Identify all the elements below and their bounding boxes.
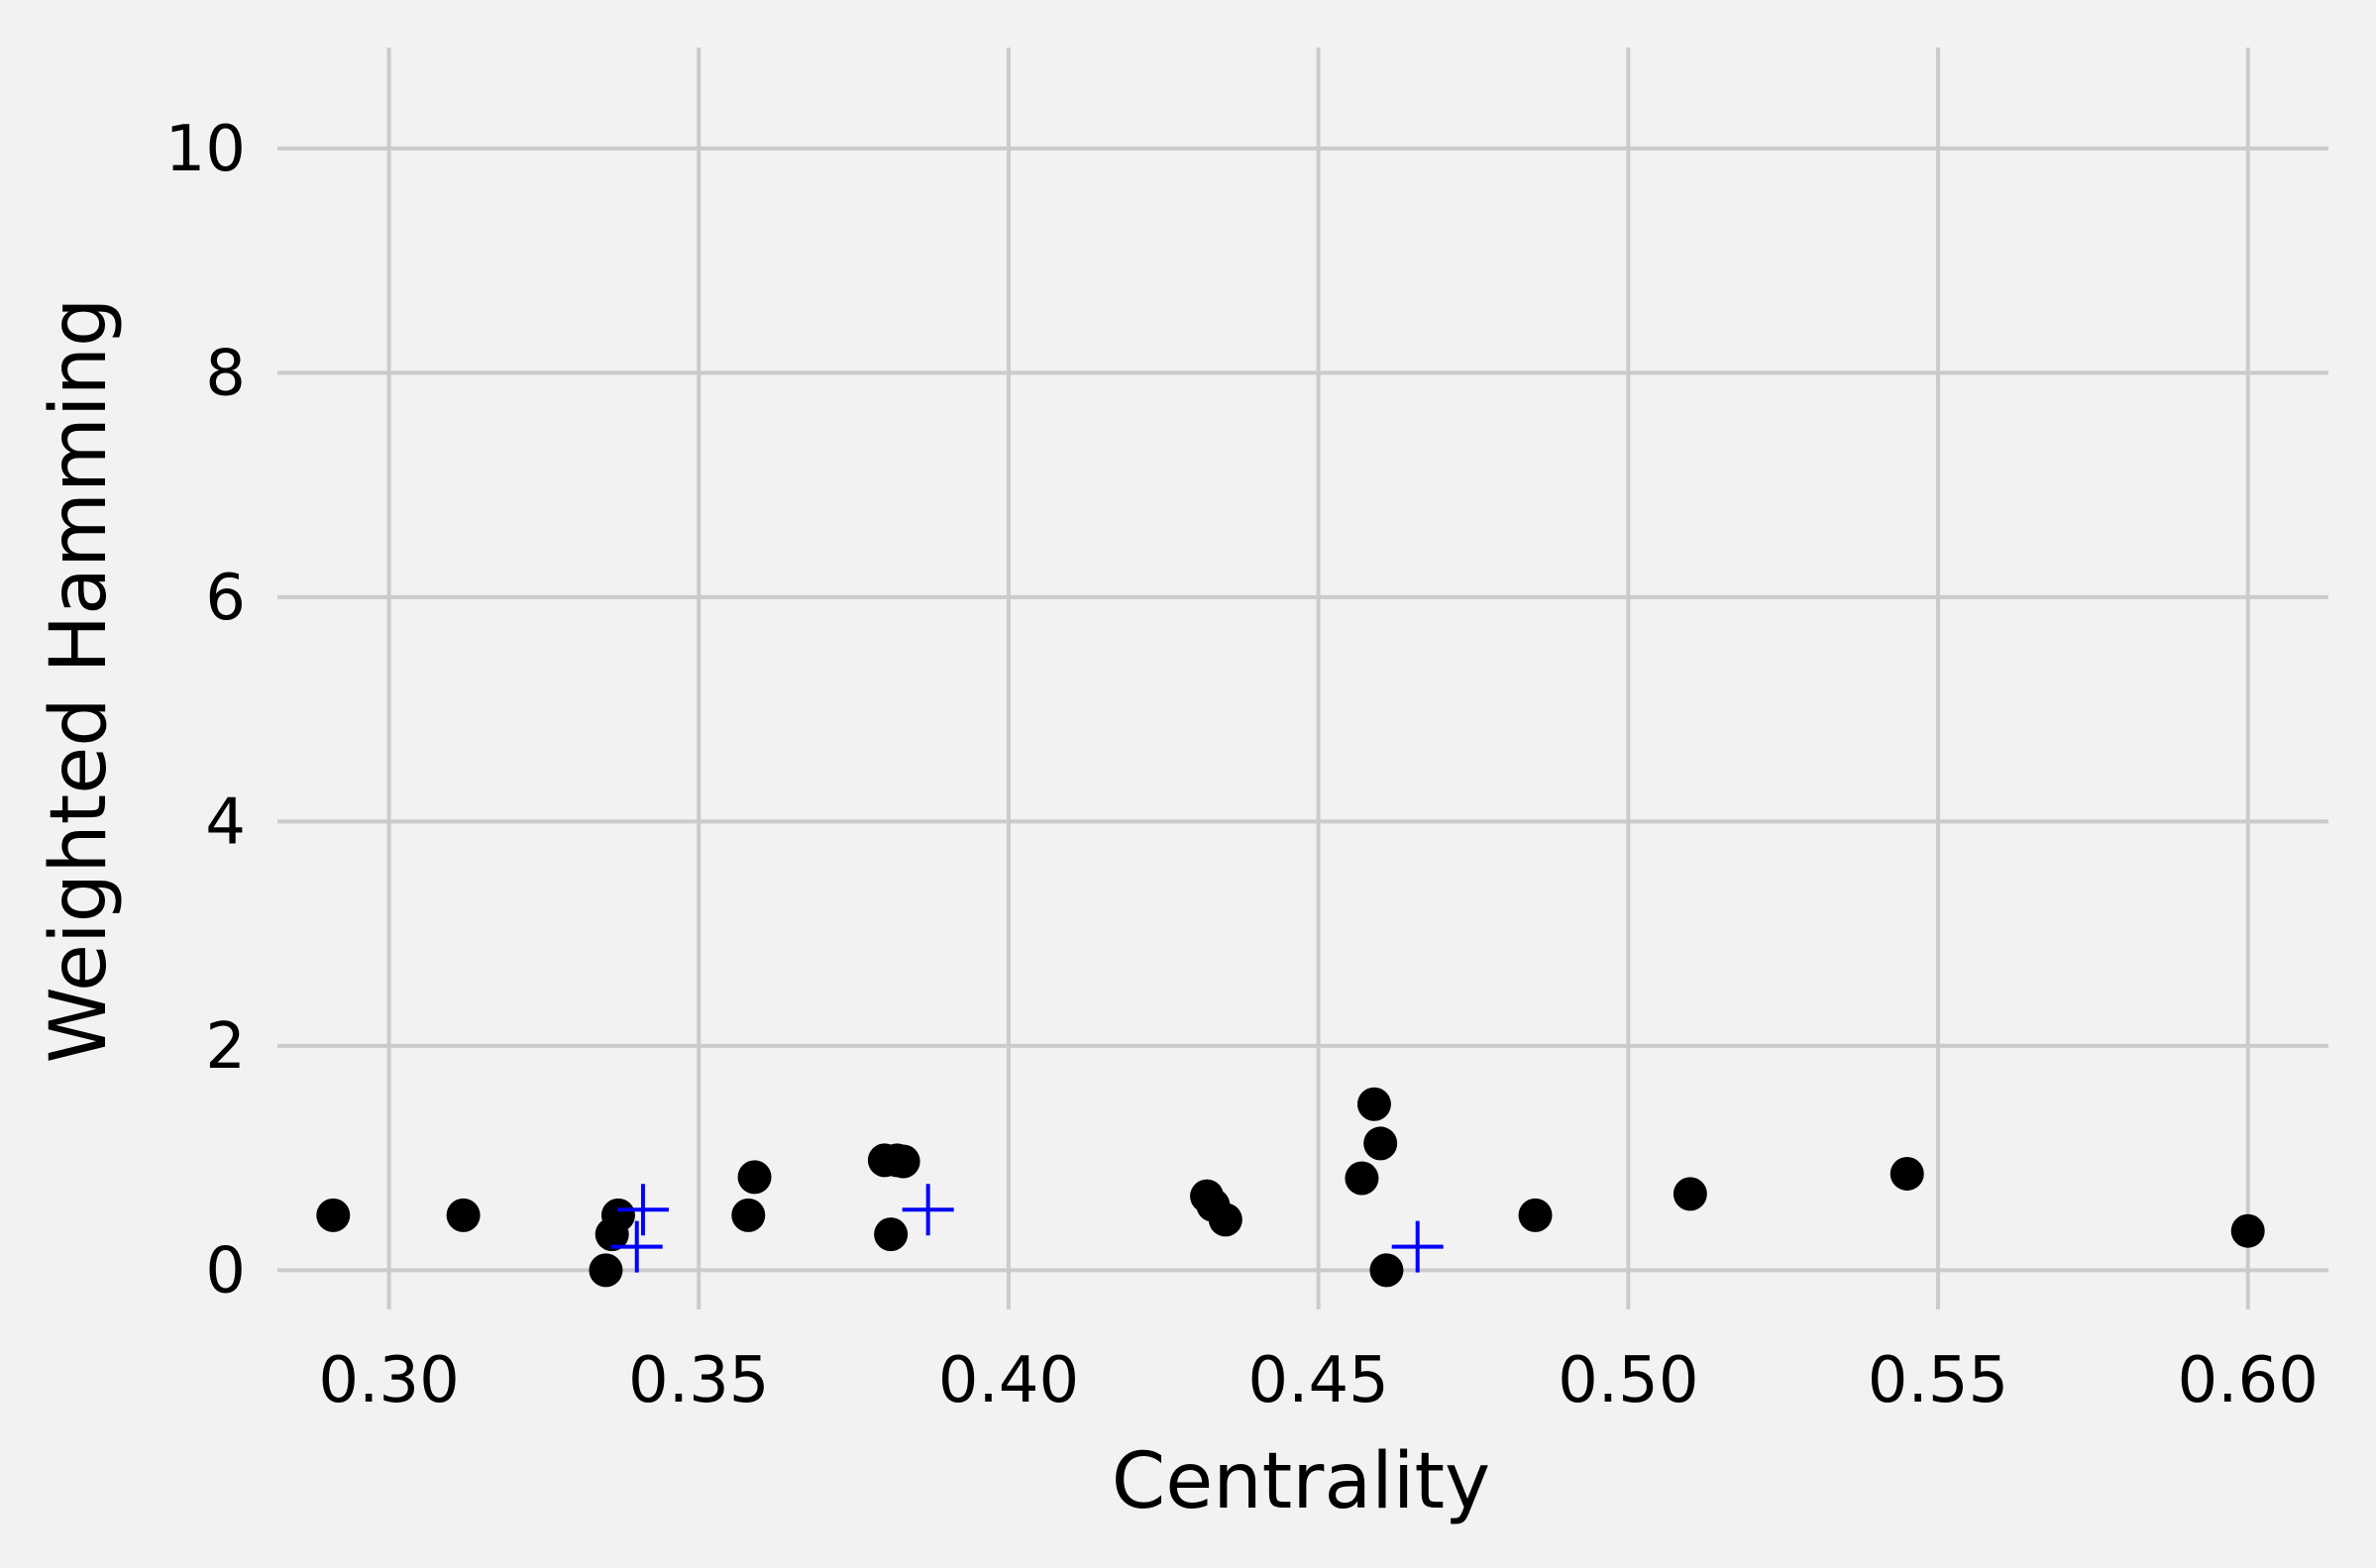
scatter-point-plus: [610, 1220, 663, 1273]
x-tick-labels: 0.30 0.35 0.40 0.45 0.50 0.55 0.60: [318, 1344, 2319, 1417]
scatter-point-circle: [316, 1198, 351, 1232]
scatter-point-plus: [902, 1184, 954, 1236]
scatter-point-plus: [616, 1184, 669, 1236]
scatter-point-circle: [737, 1160, 772, 1195]
x-tick-label: 0.35: [628, 1344, 770, 1417]
y-axis-label: Weighted Hamming: [35, 297, 124, 1063]
scatter-point-circle: [886, 1144, 920, 1179]
data-points: [316, 1087, 2265, 1288]
x-tick-label: 0.50: [1558, 1344, 1699, 1417]
scatter-point-circle: [1345, 1161, 1379, 1196]
x-tick-label: 0.40: [938, 1344, 1080, 1417]
scatter-point-plus: [1391, 1220, 1444, 1273]
x-tick-label: 0.55: [1868, 1344, 2009, 1417]
scatter-point-circle: [1890, 1156, 1924, 1191]
y-tick-label: 0: [205, 1234, 246, 1307]
scatter-point-circle: [1363, 1126, 1398, 1161]
x-tick-label: 0.60: [2177, 1344, 2319, 1417]
scatter-point-circle: [874, 1217, 909, 1252]
scatter-point-circle: [2230, 1213, 2265, 1248]
x-axis-label: Centrality: [1112, 1437, 1490, 1526]
scatter-point-circle: [1208, 1202, 1242, 1237]
y-tick-labels: 0 2 4 6 8 10: [165, 113, 246, 1307]
y-tick-label: 10: [165, 113, 246, 186]
scatter-point-circle: [600, 1198, 635, 1232]
scatter-point-circle: [1369, 1253, 1404, 1288]
x-tick-label: 0.45: [1247, 1344, 1389, 1417]
scatter-point-circle: [446, 1198, 481, 1232]
grid: [277, 48, 2328, 1309]
y-tick-label: 4: [205, 785, 246, 859]
scatter-point-circle: [1673, 1177, 1707, 1211]
y-tick-label: 6: [205, 562, 246, 635]
y-tick-label: 8: [205, 337, 246, 410]
scatter-point-circle: [1356, 1087, 1391, 1121]
scatter-point-circle: [731, 1198, 766, 1232]
y-tick-label: 2: [205, 1010, 246, 1084]
scatter-point-circle: [1518, 1198, 1553, 1232]
scatter-point-circle: [589, 1253, 623, 1288]
x-tick-label: 0.30: [318, 1344, 460, 1417]
